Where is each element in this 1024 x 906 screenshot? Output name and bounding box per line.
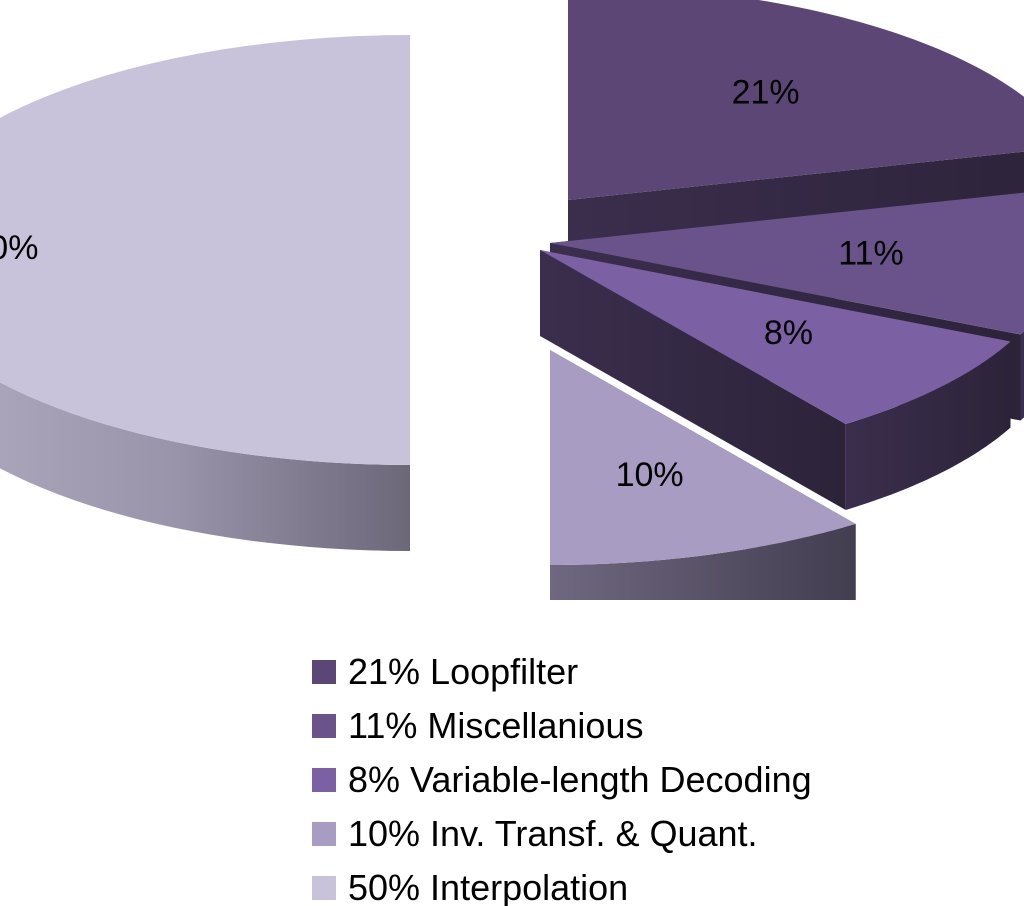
slice-inv-transf-quant-top bbox=[550, 350, 856, 565]
legend-label: 21% Loopfilter bbox=[348, 651, 579, 692]
legend-item-variable-length-decoding: 8% Variable-length Decoding bbox=[312, 753, 1012, 807]
slice-inv-transf-quant-side-0 bbox=[550, 523, 856, 600]
slice-miscellanious-side-0 bbox=[1020, 331, 1024, 421]
slice-loopfilter-top bbox=[568, 0, 1024, 200]
slice-variable-length-decoding-side-0 bbox=[845, 341, 1011, 510]
legend-label: 8% Variable-length Decoding bbox=[348, 759, 812, 800]
slice-miscellanious-top bbox=[550, 192, 1024, 335]
legend-item-interpolation: 50% Interpolation bbox=[312, 861, 1012, 906]
legend-item-miscellanious: 11% Miscellanious bbox=[312, 699, 1012, 753]
data-label-miscellanious: 11% bbox=[838, 235, 904, 273]
legend-swatch bbox=[312, 822, 336, 846]
slice-interpolation-top bbox=[0, 35, 410, 465]
legend-swatch bbox=[312, 660, 336, 684]
slice-variable-length-decoding bbox=[540, 250, 1011, 510]
pie-chart: 21% 11% 8% 10% 50% bbox=[0, 0, 1024, 600]
slice-variable-length-decoding-top bbox=[540, 250, 1011, 424]
legend-item-loopfilter: 21% Loopfilter bbox=[312, 645, 1012, 699]
data-label-interpolation: 50% bbox=[0, 229, 38, 267]
slice-interpolation-side-0 bbox=[0, 382, 410, 551]
data-label-variable-length-decoding: 8% bbox=[764, 314, 813, 352]
slice-variable-length-decoding-wall-1 bbox=[540, 250, 846, 510]
legend-label: 50% Interpolation bbox=[348, 867, 629, 906]
legend: 21% Loopfilter 11% Miscellanious 8% Variab… bbox=[312, 645, 1012, 906]
legend-swatch bbox=[312, 714, 336, 738]
legend-label: 10% Inv. Transf. & Quant. bbox=[348, 813, 758, 854]
legend-label: 11% Miscellanious bbox=[348, 705, 644, 746]
data-label-loopfilter: 21% bbox=[732, 74, 800, 112]
legend-swatch bbox=[312, 876, 336, 900]
legend-swatch bbox=[312, 768, 336, 792]
slice-inv-transf-quant bbox=[550, 350, 856, 600]
data-label-inv-transf-quant: 10% bbox=[616, 456, 684, 494]
slice-interpolation bbox=[0, 35, 410, 551]
legend-item-inv-transf-quant: 10% Inv. Transf. & Quant. bbox=[312, 807, 1012, 861]
